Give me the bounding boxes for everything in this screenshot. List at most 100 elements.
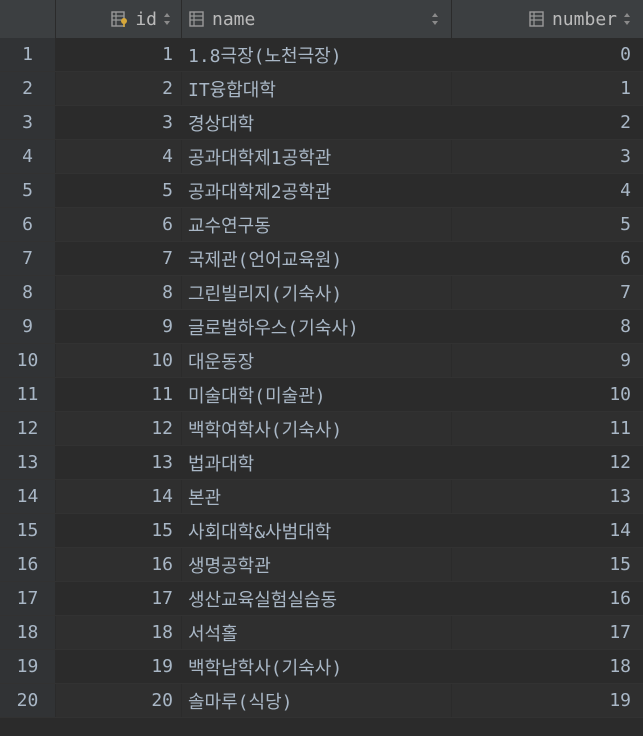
- cell-name[interactable]: 국제관(언어교육원): [182, 242, 452, 275]
- cell-name[interactable]: 본관: [182, 480, 452, 513]
- cell-name[interactable]: 미술대학(미술관): [182, 378, 452, 411]
- sort-icon[interactable]: [623, 12, 631, 26]
- rownum-header: [0, 0, 56, 38]
- table-row[interactable]: 4 4 공과대학제1공학관 3: [0, 140, 643, 174]
- cell-id[interactable]: 19: [56, 650, 182, 683]
- row-number: 6: [0, 208, 56, 241]
- table-row[interactable]: 18 18 서석홀 17: [0, 616, 643, 650]
- cell-number[interactable]: 17: [452, 616, 643, 649]
- row-number: 10: [0, 344, 56, 377]
- cell-name[interactable]: 공과대학제1공학관: [182, 140, 452, 173]
- cell-name[interactable]: 경상대학: [182, 106, 452, 139]
- table-row[interactable]: 15 15 사회대학&사범대학 14: [0, 514, 643, 548]
- cell-id[interactable]: 11: [56, 378, 182, 411]
- grid-header: id name: [0, 0, 643, 39]
- sort-icon[interactable]: [431, 12, 439, 26]
- cell-id[interactable]: 17: [56, 582, 182, 615]
- cell-number[interactable]: 13: [452, 480, 643, 513]
- cell-name[interactable]: 법과대학: [182, 446, 452, 479]
- cell-number[interactable]: 0: [452, 38, 643, 71]
- cell-number[interactable]: 15: [452, 548, 643, 581]
- cell-number[interactable]: 12: [452, 446, 643, 479]
- cell-name[interactable]: 글로벌하우스(기숙사): [182, 310, 452, 343]
- table-row[interactable]: 5 5 공과대학제2공학관 4: [0, 174, 643, 208]
- cell-name[interactable]: 1.8극장(노천극장): [182, 38, 452, 71]
- table-row[interactable]: 12 12 백학여학사(기숙사) 11: [0, 412, 643, 446]
- row-number: 1: [0, 38, 56, 71]
- table-row[interactable]: 8 8 그린빌리지(기숙사) 7: [0, 276, 643, 310]
- cell-number[interactable]: 1: [452, 72, 643, 105]
- cell-id[interactable]: 20: [56, 684, 182, 717]
- cell-number[interactable]: 7: [452, 276, 643, 309]
- cell-id[interactable]: 8: [56, 276, 182, 309]
- cell-name[interactable]: 생명공학관: [182, 548, 452, 581]
- cell-name[interactable]: 대운동장: [182, 344, 452, 377]
- row-number: 2: [0, 72, 56, 105]
- row-number: 18: [0, 616, 56, 649]
- table-row[interactable]: 17 17 생산교육실험실습동 16: [0, 582, 643, 616]
- table-row[interactable]: 2 2 IT융합대학 1: [0, 72, 643, 106]
- cell-number[interactable]: 19: [452, 684, 643, 717]
- cell-number[interactable]: 5: [452, 208, 643, 241]
- table-row[interactable]: 13 13 법과대학 12: [0, 446, 643, 480]
- row-number: 15: [0, 514, 56, 547]
- table-row[interactable]: 19 19 백학남학사(기숙사) 18: [0, 650, 643, 684]
- cell-id[interactable]: 12: [56, 412, 182, 445]
- table-row[interactable]: 9 9 글로벌하우스(기숙사) 8: [0, 310, 643, 344]
- cell-name[interactable]: IT융합대학: [182, 72, 452, 105]
- cell-number[interactable]: 3: [452, 140, 643, 173]
- cell-number[interactable]: 6: [452, 242, 643, 275]
- cell-id[interactable]: 14: [56, 480, 182, 513]
- table-row[interactable]: 3 3 경상대학 2: [0, 106, 643, 140]
- column-header-name-label: name: [212, 8, 256, 30]
- cell-id[interactable]: 9: [56, 310, 182, 343]
- cell-name[interactable]: 생산교육실험실습동: [182, 582, 452, 615]
- cell-number[interactable]: 2: [452, 106, 643, 139]
- cell-number[interactable]: 8: [452, 310, 643, 343]
- cell-name[interactable]: 백학남학사(기숙사): [182, 650, 452, 683]
- cell-id[interactable]: 16: [56, 548, 182, 581]
- cell-number[interactable]: 14: [452, 514, 643, 547]
- cell-number[interactable]: 9: [452, 344, 643, 377]
- column-header-id[interactable]: id: [56, 0, 182, 38]
- cell-name[interactable]: 그린빌리지(기숙사): [182, 276, 452, 309]
- sort-icon[interactable]: [163, 12, 171, 26]
- row-number: 14: [0, 480, 56, 513]
- table-row[interactable]: 6 6 교수연구동 5: [0, 208, 643, 242]
- cell-name[interactable]: 서석홀: [182, 616, 452, 649]
- cell-name[interactable]: 솔마루(식당): [182, 684, 452, 717]
- cell-id[interactable]: 15: [56, 514, 182, 547]
- cell-id[interactable]: 3: [56, 106, 182, 139]
- column-header-name[interactable]: name: [182, 0, 452, 38]
- table-row[interactable]: 20 20 솔마루(식당) 19: [0, 684, 643, 718]
- cell-id[interactable]: 5: [56, 174, 182, 207]
- cell-name[interactable]: 교수연구동: [182, 208, 452, 241]
- cell-name[interactable]: 백학여학사(기숙사): [182, 412, 452, 445]
- cell-id[interactable]: 1: [56, 38, 182, 71]
- cell-number[interactable]: 11: [452, 412, 643, 445]
- row-number: 20: [0, 684, 56, 717]
- cell-name[interactable]: 공과대학제2공학관: [182, 174, 452, 207]
- table-row[interactable]: 10 10 대운동장 9: [0, 344, 643, 378]
- row-number: 17: [0, 582, 56, 615]
- cell-id[interactable]: 2: [56, 72, 182, 105]
- row-number: 13: [0, 446, 56, 479]
- cell-id[interactable]: 7: [56, 242, 182, 275]
- column-header-number[interactable]: number: [452, 0, 643, 38]
- table-row[interactable]: 16 16 생명공학관 15: [0, 548, 643, 582]
- cell-number[interactable]: 4: [452, 174, 643, 207]
- cell-id[interactable]: 13: [56, 446, 182, 479]
- cell-number[interactable]: 16: [452, 582, 643, 615]
- table-row[interactable]: 1 1 1.8극장(노천극장) 0: [0, 38, 643, 72]
- cell-number[interactable]: 10: [452, 378, 643, 411]
- table-row[interactable]: 11 11 미술대학(미술관) 10: [0, 378, 643, 412]
- cell-id[interactable]: 4: [56, 140, 182, 173]
- cell-name[interactable]: 사회대학&사범대학: [182, 514, 452, 547]
- table-row[interactable]: 7 7 국제관(언어교육원) 6: [0, 242, 643, 276]
- row-number: 7: [0, 242, 56, 275]
- cell-id[interactable]: 6: [56, 208, 182, 241]
- cell-id[interactable]: 18: [56, 616, 182, 649]
- table-row[interactable]: 14 14 본관 13: [0, 480, 643, 514]
- cell-id[interactable]: 10: [56, 344, 182, 377]
- cell-number[interactable]: 18: [452, 650, 643, 683]
